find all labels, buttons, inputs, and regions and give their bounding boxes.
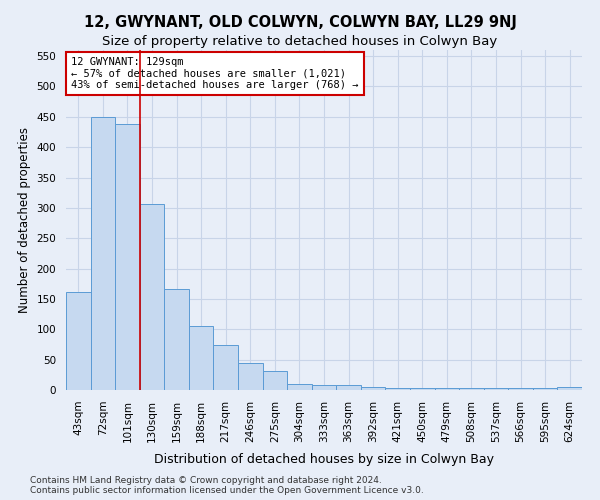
Text: Contains HM Land Registry data © Crown copyright and database right 2024.
Contai: Contains HM Land Registry data © Crown c… [30, 476, 424, 495]
Bar [263, 370, 287, 390]
Bar [140, 204, 164, 390]
Bar [312, 385, 336, 390]
Bar [557, 387, 582, 390]
Bar [91, 117, 115, 390]
Text: 12, GWYNANT, OLD COLWYN, COLWYN BAY, LL29 9NJ: 12, GWYNANT, OLD COLWYN, COLWYN BAY, LL2… [83, 15, 517, 30]
Bar [214, 345, 238, 390]
Bar [434, 388, 459, 390]
Bar [164, 288, 189, 390]
Bar [336, 385, 361, 390]
Bar [459, 388, 484, 390]
Bar [533, 388, 557, 390]
Bar [484, 388, 508, 390]
Text: 12 GWYNANT: 129sqm
← 57% of detached houses are smaller (1,021)
43% of semi-deta: 12 GWYNANT: 129sqm ← 57% of detached hou… [71, 57, 359, 90]
Bar [238, 362, 263, 390]
Bar [189, 326, 214, 390]
Text: Size of property relative to detached houses in Colwyn Bay: Size of property relative to detached ho… [103, 35, 497, 48]
Bar [508, 388, 533, 390]
Bar [287, 384, 312, 390]
Bar [385, 388, 410, 390]
X-axis label: Distribution of detached houses by size in Colwyn Bay: Distribution of detached houses by size … [154, 453, 494, 466]
Bar [66, 292, 91, 390]
Bar [410, 388, 434, 390]
Y-axis label: Number of detached properties: Number of detached properties [18, 127, 31, 313]
Bar [361, 387, 385, 390]
Bar [115, 124, 140, 390]
